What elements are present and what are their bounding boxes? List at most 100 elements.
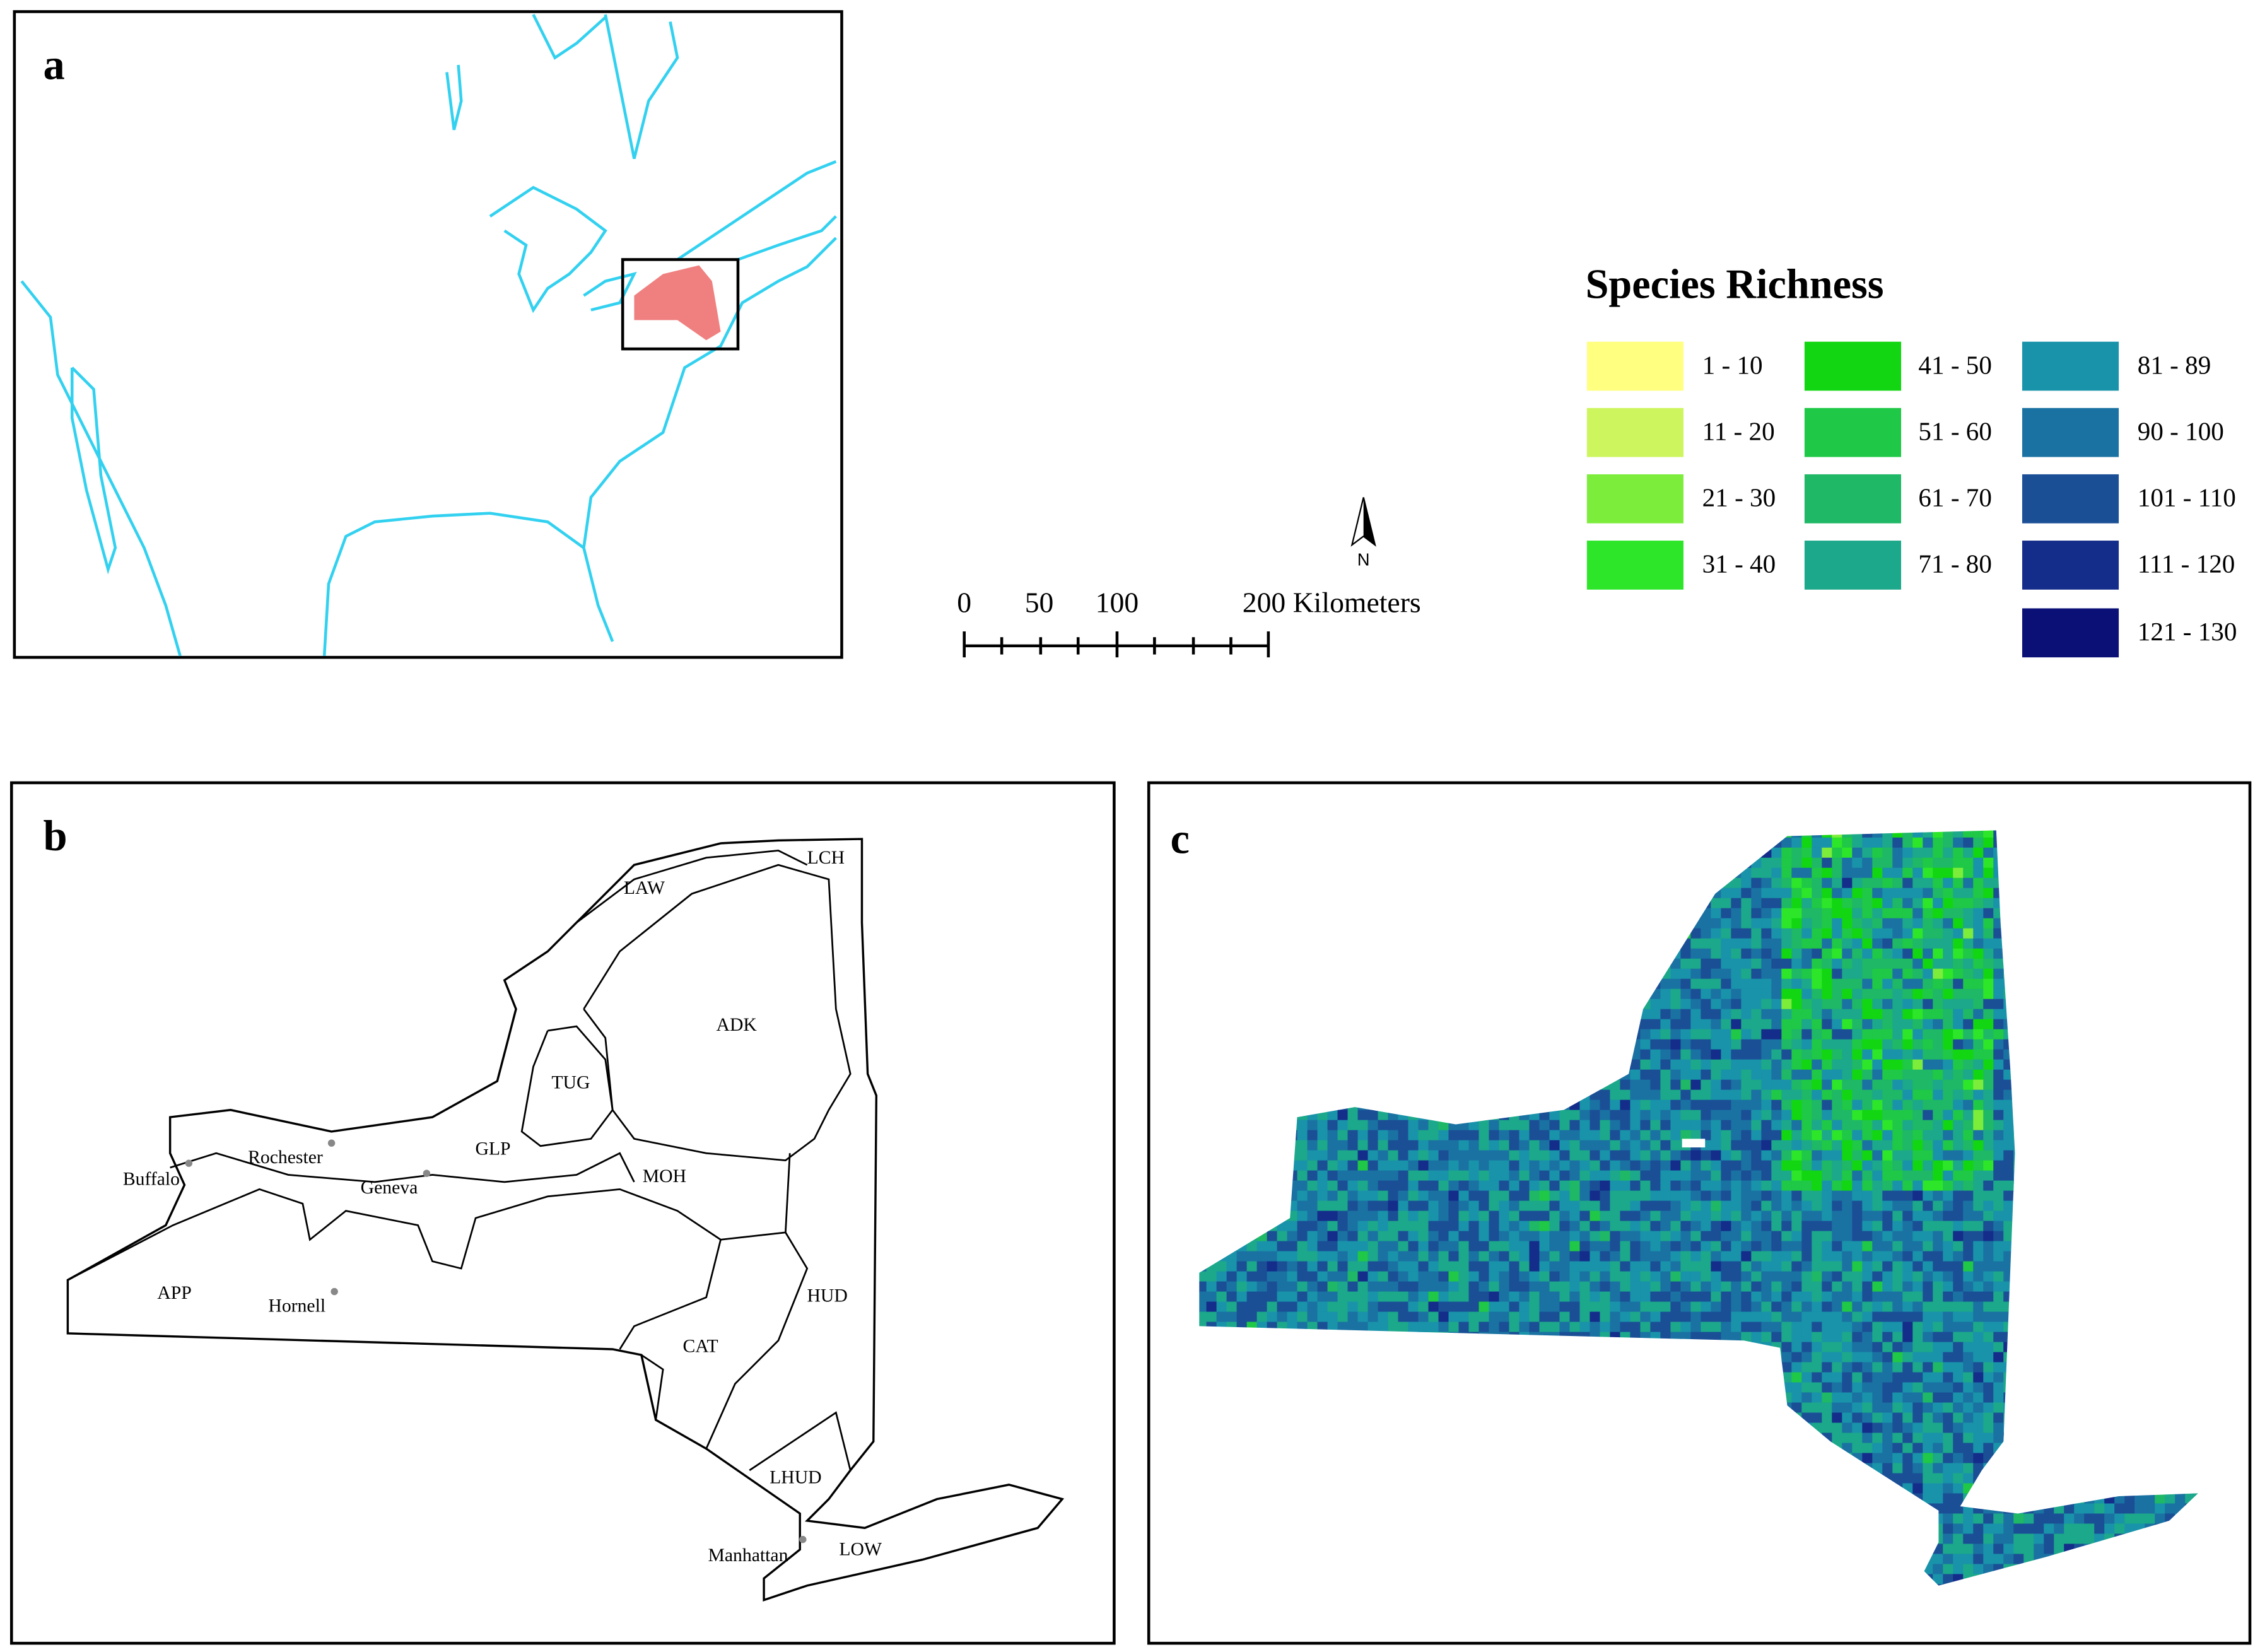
- raster-cell: [1973, 1200, 1984, 1212]
- raster-cell: [1600, 1120, 1611, 1131]
- raster-cell: [1822, 1281, 1833, 1292]
- raster-cell: [1388, 1120, 1399, 1131]
- raster-cell: [1953, 830, 1964, 838]
- raster-cell: [1862, 918, 1873, 929]
- raster-cell: [1842, 1221, 1853, 1232]
- raster-cell: [1771, 847, 1783, 858]
- raster-cell: [1509, 1210, 1520, 1222]
- raster-cell: [1509, 1140, 1520, 1151]
- raster-cell: [1519, 1291, 1530, 1303]
- raster-cell: [1902, 1079, 1913, 1091]
- raster-cell: [1902, 918, 1913, 929]
- raster-cell: [1600, 1180, 1611, 1192]
- raster-cell: [1650, 1039, 1661, 1050]
- raster-cell: [1973, 1130, 1984, 1141]
- raster-cell: [1791, 1019, 1803, 1030]
- raster-cell: [1539, 1311, 1550, 1323]
- raster-cell: [1902, 1099, 1913, 1111]
- raster-cell: [1731, 1251, 1742, 1262]
- raster-cell: [1852, 1110, 1863, 1121]
- raster-cell: [1731, 1210, 1742, 1222]
- raster-cell: [1398, 1140, 1409, 1151]
- city-dot: [799, 1535, 807, 1544]
- raster-cell: [1882, 888, 1893, 899]
- raster-cell: [1590, 1190, 1601, 1202]
- raster-cell: [1832, 1210, 1843, 1222]
- raster-cell: [1539, 1170, 1550, 1181]
- raster-cell: [1832, 867, 1843, 879]
- raster-cell: [1408, 1120, 1419, 1131]
- raster-cell: [1690, 1069, 1702, 1081]
- raster-cell: [1640, 1120, 1651, 1131]
- raster-cell: [1559, 1281, 1571, 1292]
- raster-cell: [1640, 1130, 1651, 1141]
- raster-cell: [1791, 1221, 1803, 1232]
- raster-cell: [1993, 1190, 2004, 1202]
- raster-cell: [1902, 888, 1913, 899]
- raster-cell: [1791, 938, 1803, 949]
- raster-cell: [1388, 1291, 1399, 1303]
- raster-cell: [1559, 1251, 1571, 1262]
- raster-cell: [1640, 1110, 1651, 1121]
- raster-cell: [1943, 1019, 1953, 1030]
- raster-cell: [1620, 1210, 1631, 1222]
- raster-cell: [1650, 1049, 1661, 1060]
- raster-cell: [1953, 898, 1964, 909]
- raster-cell: [1357, 1200, 1369, 1212]
- raster-cell: [1549, 1251, 1560, 1262]
- raster-cell: [1478, 1271, 1490, 1282]
- raster-cell: [1438, 1200, 1449, 1212]
- scale-label: 0: [957, 586, 971, 618]
- raster-cell: [1852, 898, 1863, 909]
- raster-cell: [1842, 968, 1853, 980]
- raster-cell: [1801, 877, 1813, 889]
- raster-cell: [1701, 1130, 1712, 1141]
- raster-cell: [1579, 1251, 1591, 1262]
- raster-cell: [1721, 1039, 1732, 1050]
- raster-cell: [1701, 999, 1712, 1010]
- raster-cell: [1801, 1029, 1813, 1040]
- raster-cell: [1761, 1019, 1772, 1030]
- raster-cell: [1933, 1019, 1943, 1030]
- raster-cell: [1741, 1150, 1752, 1161]
- raster-cell: [1650, 1069, 1661, 1081]
- raster-cell: [1751, 1089, 1762, 1101]
- raster-cell: [1690, 1029, 1702, 1040]
- raster-cell: [1711, 988, 1722, 1000]
- raster-cell: [1812, 898, 1823, 909]
- raster-cell: [1468, 1120, 1480, 1131]
- raster-cell: [1993, 978, 2004, 990]
- raster-cell: [1791, 1200, 1803, 1212]
- raster-cell: [1277, 1311, 1288, 1323]
- raster-cell: [1438, 1150, 1449, 1161]
- raster-cell: [1701, 1059, 1712, 1070]
- raster-cell: [1872, 1059, 1883, 1070]
- raster-cell: [1590, 1301, 1601, 1313]
- raster-cell: [1256, 1251, 1268, 1262]
- raster-cell: [1721, 1200, 1732, 1212]
- raster-cell: [1983, 1301, 1994, 1313]
- raster-cell: [1892, 1210, 1903, 1222]
- raster-cell: [1923, 1251, 1933, 1262]
- raster-cell: [1902, 1200, 1913, 1212]
- raster-cell: [1680, 1009, 1692, 1020]
- raster-cell: [1761, 968, 1772, 980]
- raster-cell: [1973, 958, 1984, 970]
- raster-cell: [1388, 1231, 1399, 1242]
- raster-cell: [1388, 1221, 1399, 1232]
- raster-cell: [1489, 1160, 1500, 1171]
- raster-cell: [1862, 837, 1873, 848]
- raster-cell: [1731, 1140, 1742, 1151]
- raster-cell: [1509, 1120, 1520, 1131]
- raster-cell: [1751, 1180, 1762, 1192]
- raster-cell: [1751, 1190, 1762, 1202]
- legend-label: 121 - 130: [2138, 617, 2237, 646]
- raster-cell: [1852, 948, 1863, 959]
- raster-cell: [1660, 1069, 1672, 1081]
- raster-cell: [1680, 948, 1692, 959]
- raster-cell: [1852, 1200, 1863, 1212]
- raster-cell: [1973, 1019, 1984, 1030]
- raster-cell: [1902, 948, 1913, 959]
- raster-cell: [1933, 1231, 1943, 1242]
- raster-cell: [1862, 1019, 1873, 1030]
